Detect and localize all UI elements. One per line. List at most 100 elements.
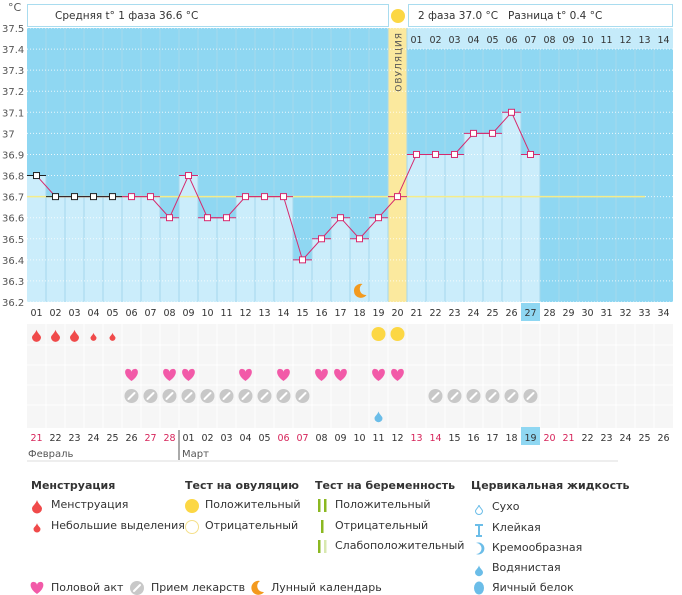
pill-icon <box>428 389 443 403</box>
date-label: 26 <box>657 433 669 444</box>
y-tick-label: 37.2 <box>2 87 24 98</box>
temperature-point <box>432 150 439 158</box>
pill-line <box>127 392 136 400</box>
cycle-day-label: 29 <box>562 308 574 319</box>
legend-label: Отрицательный <box>205 519 299 532</box>
temperature-point <box>71 193 78 201</box>
phase2-day-label: 13 <box>638 35 650 46</box>
month-label: Март <box>182 449 209 460</box>
temperature-point <box>451 150 458 158</box>
temperature-column <box>179 175 198 302</box>
cycle-day-label: 30 <box>581 308 593 319</box>
date-label: 04 <box>239 433 251 444</box>
menstruation-drop-icon <box>32 329 41 342</box>
pill-line <box>184 392 193 400</box>
cycle-day-label: 19 <box>372 308 384 319</box>
cervical-watery-icon <box>374 411 383 423</box>
pregnancy-faint-icon <box>318 540 321 553</box>
pregnancy-positive-icon <box>318 499 321 512</box>
moon-icon <box>353 283 367 298</box>
phase1-header-box <box>27 4 389 27</box>
pill-icon <box>523 389 538 403</box>
heart-icon <box>315 368 328 381</box>
temperature-point <box>128 193 135 201</box>
temperature-column <box>236 196 255 302</box>
cycle-day-label: 26 <box>505 308 517 319</box>
date-label: 03 <box>220 433 232 444</box>
spotting-drop-icon <box>109 332 116 341</box>
phase2-day-label: 03 <box>448 35 460 46</box>
temperature-point <box>90 193 97 201</box>
cycle-day-label: 18 <box>353 308 365 319</box>
cycle-day-label: 03 <box>68 308 80 319</box>
temperature-column <box>502 112 521 302</box>
intercourse-legend-icon <box>30 581 44 594</box>
cycle-day-label: 21 <box>410 308 422 319</box>
y-tick-label: 36.8 <box>2 172 24 183</box>
cycle-day-label: 13 <box>258 308 270 319</box>
y-tick-label: 36.4 <box>2 256 24 267</box>
cycle-day-label: 20 <box>391 308 403 319</box>
cycle-day-label: 14 <box>277 308 289 319</box>
pill-icon <box>485 389 500 403</box>
cycle-day-label: 23 <box>448 308 460 319</box>
pill-icon <box>257 389 272 403</box>
cycle-day-label: 06 <box>125 308 137 319</box>
temperature-column <box>312 238 331 302</box>
ovulation-positive-icon <box>185 499 199 513</box>
pill-line <box>260 392 269 400</box>
cervical-dry-icon <box>474 504 484 516</box>
cycle-day-label: 01 <box>30 308 42 319</box>
date-label: 26 <box>125 433 137 444</box>
cycle-day-label: 28 <box>543 308 555 319</box>
date-label: 17 <box>486 433 498 444</box>
heart-icon <box>277 368 290 381</box>
date-label: 16 <box>467 433 479 444</box>
pill-icon <box>219 389 234 403</box>
cervical-watery-icon <box>475 565 483 577</box>
pill-icon <box>447 389 462 403</box>
temperature-column <box>426 154 445 302</box>
phase2-day-label: 12 <box>619 35 631 46</box>
y-tick-label: 36.9 <box>2 150 24 161</box>
temperature-point <box>337 214 344 222</box>
temperature-point <box>356 235 363 243</box>
pill-icon <box>295 389 310 403</box>
temperature-point <box>280 193 287 201</box>
legend-pregnancy-title: Тест на беременность <box>315 479 456 492</box>
date-label: 13 <box>410 433 422 444</box>
cycle-day-label: 02 <box>49 308 61 319</box>
date-label: 19 <box>524 433 536 444</box>
temperature-point <box>375 214 382 222</box>
legend-ovulation-title: Тест на овуляцию <box>185 479 299 492</box>
pregnancy-negative-icon <box>321 520 324 533</box>
temperature-point <box>223 214 230 222</box>
temperature-chart: °C Средняя t° 1 фаза 36.6 °C 2 фаза 37.0 °… <box>2 1 673 462</box>
temperature-column <box>293 259 312 302</box>
temperature-column <box>84 196 103 302</box>
date-label: 14 <box>429 433 441 444</box>
pill-icon <box>143 389 158 403</box>
temperature-column <box>103 196 122 302</box>
y-tick-label: 36.7 <box>2 193 24 204</box>
temperature-point <box>261 193 268 201</box>
heart-icon <box>239 368 252 381</box>
date-label: 21 <box>30 433 42 444</box>
phase2-day-row <box>407 28 673 49</box>
phase2-day-label: 06 <box>505 35 517 46</box>
legend-label: Положительный <box>335 498 431 511</box>
cycle-day-label: 15 <box>296 308 308 319</box>
y-tick-label: 36.2 <box>2 298 24 309</box>
cycle-day-label: 16 <box>315 308 327 319</box>
legend-label: Слабоположительный <box>335 539 465 552</box>
ovulation-column <box>388 28 407 302</box>
temperature-point <box>394 193 401 201</box>
date-label: 06 <box>277 433 289 444</box>
y-tick-label: 37 <box>2 129 15 140</box>
temperature-point <box>527 150 534 158</box>
temperature-column <box>141 196 160 302</box>
pill-line <box>298 392 307 400</box>
legend-cervical-title: Цервикальная жидкость <box>471 479 630 492</box>
temperature-point <box>52 193 59 201</box>
temperature-point <box>185 172 192 180</box>
